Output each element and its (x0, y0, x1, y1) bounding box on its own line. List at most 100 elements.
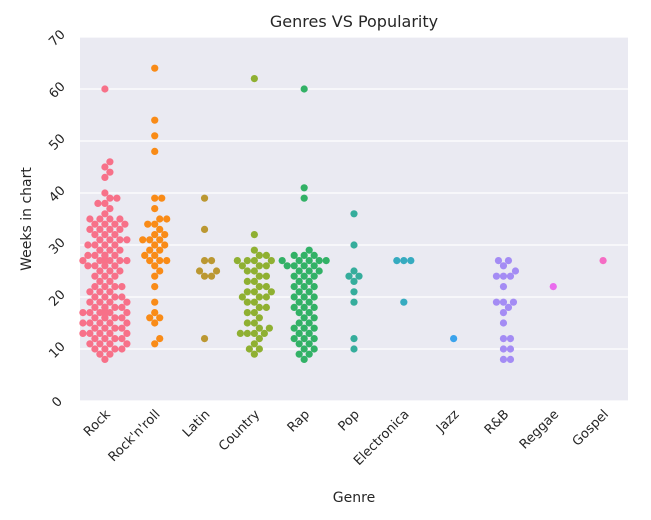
swarm-point (101, 303, 109, 311)
swarm-point (509, 298, 518, 306)
swarm-point (207, 272, 216, 280)
swarm-point (101, 220, 109, 228)
swarm-point (86, 319, 94, 327)
swarm-point (163, 257, 171, 265)
swarm-point (111, 335, 119, 343)
swarm-point (310, 262, 318, 270)
swarm-point (506, 355, 515, 363)
swarm-point (151, 319, 159, 327)
swarm-point (290, 262, 298, 270)
swarm-point (151, 340, 159, 348)
swarm-point (255, 251, 263, 259)
x-tick-label: Rap (285, 407, 313, 435)
swarm-point (106, 246, 114, 254)
swarm-point (118, 324, 126, 332)
swarm-point (322, 257, 330, 265)
swarm-point (243, 319, 251, 327)
swarm-point (350, 288, 358, 296)
y-tick-label: 20 (46, 287, 68, 309)
swarm-point (267, 257, 275, 265)
swarm-point (118, 314, 126, 322)
swarm-point (212, 267, 221, 275)
swarm-point (295, 267, 303, 275)
swarm-point (250, 319, 258, 327)
swarm-point (255, 262, 263, 270)
swarm-point (295, 329, 303, 337)
swarm-point (549, 283, 557, 291)
swarm-point (310, 303, 318, 311)
swarm-point (96, 246, 104, 254)
swarm-point (151, 205, 159, 213)
swarm-point (499, 319, 508, 327)
swarm-point (400, 298, 408, 306)
swarm-point (123, 236, 131, 244)
swarm-point (101, 163, 109, 171)
swarm-point (101, 231, 109, 239)
swarm-point (146, 246, 154, 254)
swarm-point (315, 257, 323, 265)
swarm-point (151, 262, 159, 270)
swarm-point (300, 355, 308, 363)
swarm-point (310, 283, 318, 291)
y-tick-label: 60 (46, 79, 68, 101)
swarm-point (84, 251, 92, 259)
swarm-point (250, 277, 258, 285)
swarm-point (350, 335, 358, 343)
swarm-point (260, 329, 268, 337)
swarm-point (106, 158, 114, 166)
swarm-point (305, 319, 313, 327)
swarm-point (96, 277, 104, 285)
swarm-point (116, 257, 124, 265)
swarm-point (118, 345, 126, 353)
swarm-point (106, 236, 114, 244)
swarm-point (250, 231, 258, 239)
swarm-point (310, 293, 318, 301)
swarm-point (116, 236, 124, 244)
swarm-point (96, 236, 104, 244)
swarm-point (151, 194, 159, 202)
swarm-point (290, 293, 298, 301)
swarm-point (305, 309, 313, 317)
swarm-point (305, 257, 313, 265)
swarm-point (151, 116, 159, 124)
swarm-point (151, 231, 159, 239)
swarm-point (156, 215, 164, 223)
swarm-point (151, 132, 159, 140)
swarm-point (238, 293, 246, 301)
y-tick-label: 40 (46, 183, 68, 205)
swarm-point (300, 184, 308, 192)
swarm-point (350, 277, 358, 285)
swarm-point (295, 288, 303, 296)
swarm-point (200, 225, 209, 233)
swarm-point (300, 324, 308, 332)
swarm-point (290, 272, 298, 280)
swarm-point (96, 329, 104, 337)
swarm-point (111, 231, 119, 239)
swarm-point (305, 267, 313, 275)
swarm-point (84, 241, 92, 249)
swarm-point (494, 257, 503, 265)
swarm-point (200, 194, 209, 202)
swarm-point (207, 257, 216, 265)
swarm-point (350, 210, 358, 218)
x-tick-label: Gospel (570, 407, 612, 449)
swarm-point (91, 335, 99, 343)
swarm-point (106, 329, 114, 337)
swarm-point (305, 246, 313, 254)
swarm-point (300, 262, 308, 270)
swarm-point (151, 64, 159, 72)
swarm-point (267, 288, 275, 296)
swarm-point (255, 272, 263, 280)
swarm-point (243, 288, 251, 296)
swarm-point (310, 272, 318, 280)
chart-title: Genres VS Popularity (270, 12, 438, 31)
swarm-point (499, 272, 508, 280)
swarm-point (255, 283, 263, 291)
swarm-point (156, 225, 164, 233)
swarm-point (310, 314, 318, 322)
swarm-point (106, 277, 114, 285)
swarm-point (101, 199, 109, 207)
swarm-point (86, 329, 94, 337)
swarm-point (300, 251, 308, 259)
swarm-point (300, 85, 308, 93)
